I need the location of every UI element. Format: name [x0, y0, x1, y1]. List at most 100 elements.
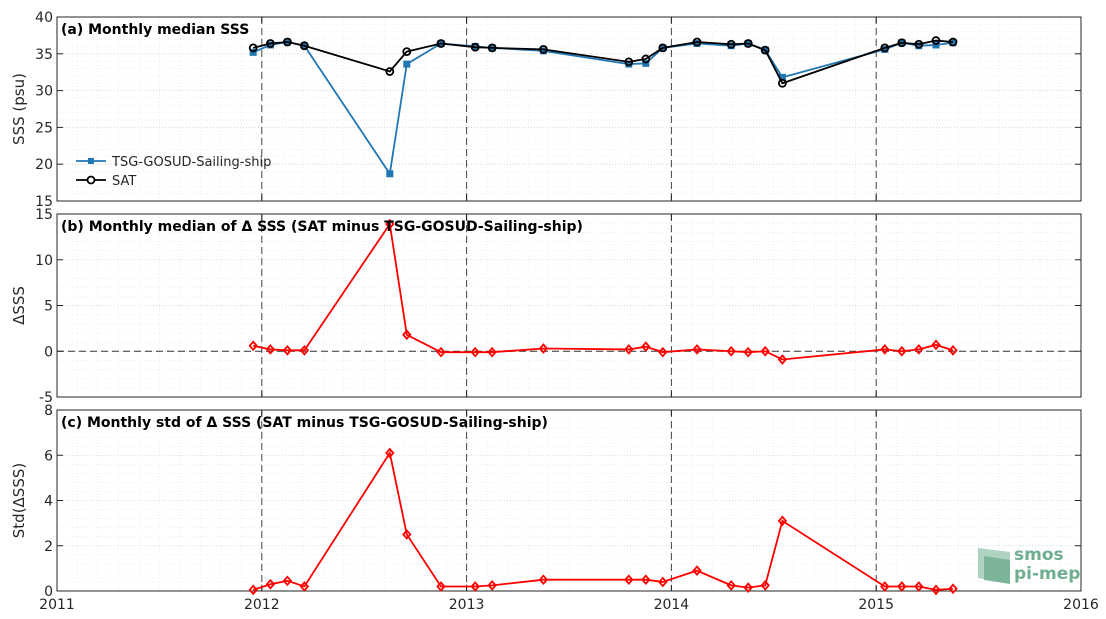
data-point	[760, 345, 770, 357]
x-tick-label: 2013	[449, 597, 485, 613]
data-point	[658, 43, 668, 53]
series-1	[248, 218, 958, 365]
data-point	[726, 39, 736, 49]
data-point	[778, 78, 787, 88]
data-point	[624, 57, 634, 67]
data-point	[743, 582, 753, 593]
data-point	[470, 581, 480, 592]
data-point	[624, 344, 634, 355]
legend: TSG-GOSUD-Sailing-ship SAT	[76, 155, 271, 189]
y-tick-label: 15	[35, 194, 53, 210]
data-point	[880, 43, 890, 53]
legend-label: SAT	[112, 174, 136, 189]
data-point	[897, 581, 907, 592]
data-point	[299, 41, 309, 51]
y-tick-label: 30	[35, 84, 53, 100]
data-point	[948, 37, 958, 47]
data-point	[487, 346, 497, 358]
x-tick-label: 2014	[654, 597, 690, 613]
y-tick-label: 40	[35, 10, 53, 26]
data-point	[265, 344, 276, 355]
panel-title: (c) Monthly std of Δ SSS (SAT minus TSG-…	[61, 415, 548, 431]
data-point	[299, 581, 310, 592]
data-point	[914, 39, 924, 49]
data-point	[641, 574, 651, 586]
data-point	[436, 346, 446, 358]
data-point	[692, 37, 702, 47]
data-point	[487, 579, 497, 591]
data-point	[880, 344, 890, 355]
x-tick-label: 2015	[858, 597, 894, 613]
data-point	[897, 345, 907, 357]
data-point	[932, 41, 940, 49]
logo-text-line2: pi-mep	[1014, 564, 1080, 584]
data-point	[726, 579, 736, 591]
data-point	[403, 60, 411, 68]
data-point	[931, 584, 941, 596]
y-tick-label: 8	[44, 403, 53, 419]
axes-frame	[56, 16, 1082, 202]
x-tick-label: 2012	[244, 597, 280, 613]
data-point	[436, 39, 446, 48]
data-point	[760, 45, 770, 55]
y-tick-label: 25	[35, 120, 53, 136]
series-line	[252, 450, 954, 591]
data-point	[539, 44, 548, 54]
y-tick-label: 2	[44, 539, 53, 555]
data-point	[914, 581, 924, 592]
data-point	[282, 344, 293, 356]
panel-2: -5 0 5 10 15 ΔSSS (b) Monthly median of Δ SSS …	[10, 207, 1082, 406]
data-point	[402, 329, 412, 341]
data-point	[641, 54, 651, 64]
data-point	[948, 344, 958, 356]
data-point	[777, 515, 788, 527]
data-point	[743, 39, 753, 48]
data-point	[385, 218, 395, 230]
data-point	[743, 346, 753, 358]
data-point	[487, 43, 497, 53]
data-point	[641, 341, 651, 353]
data-point	[265, 578, 276, 590]
legend-swatch-marker	[88, 158, 94, 164]
y-tick-label: 10	[35, 253, 53, 269]
data-point	[402, 47, 412, 56]
data-point	[385, 447, 395, 459]
y-tick-label: 4	[44, 494, 53, 510]
legend-swatch-marker	[86, 175, 96, 185]
data-point	[726, 345, 736, 357]
y-axis-label: Std(ΔSSS)	[10, 463, 28, 538]
data-point	[282, 575, 293, 587]
data-point	[248, 340, 258, 352]
series-2	[248, 36, 958, 88]
data-point	[777, 354, 788, 365]
data-point	[248, 43, 258, 53]
data-point	[266, 39, 275, 48]
y-tick-label: 35	[35, 47, 53, 63]
y-tick-label: 15	[35, 207, 53, 223]
data-point	[402, 529, 412, 540]
y-axis-label: SSS (psu)	[10, 73, 28, 145]
panel-3: 0 2 4 6 8 2011 2012 2013 2014 2015 2016 Std(ΔSSS) (c…	[10, 403, 1099, 613]
panel-1: 15 20 25 30 35 40 SSS (psu) (a) Monthly median …	[10, 10, 1082, 210]
y-tick-label: 0	[44, 584, 53, 600]
data-point	[948, 583, 958, 595]
data-point	[692, 344, 702, 355]
y-tick-label: -5	[39, 390, 53, 406]
data-point	[931, 339, 941, 351]
data-point	[470, 346, 480, 358]
data-point	[538, 574, 549, 586]
data-point	[248, 584, 258, 596]
data-point	[642, 59, 650, 67]
data-point	[880, 581, 890, 592]
series-line	[253, 221, 954, 361]
y-tick-label: 0	[44, 344, 53, 360]
y-axis-label: ΔSSS	[10, 286, 28, 325]
x-tick-label: 2016	[1063, 597, 1099, 613]
panel-title: (a) Monthly median SSS	[61, 22, 249, 38]
data-point	[658, 346, 668, 358]
data-point	[386, 170, 394, 178]
data-point	[249, 48, 257, 56]
y-tick-label: 20	[35, 157, 53, 173]
